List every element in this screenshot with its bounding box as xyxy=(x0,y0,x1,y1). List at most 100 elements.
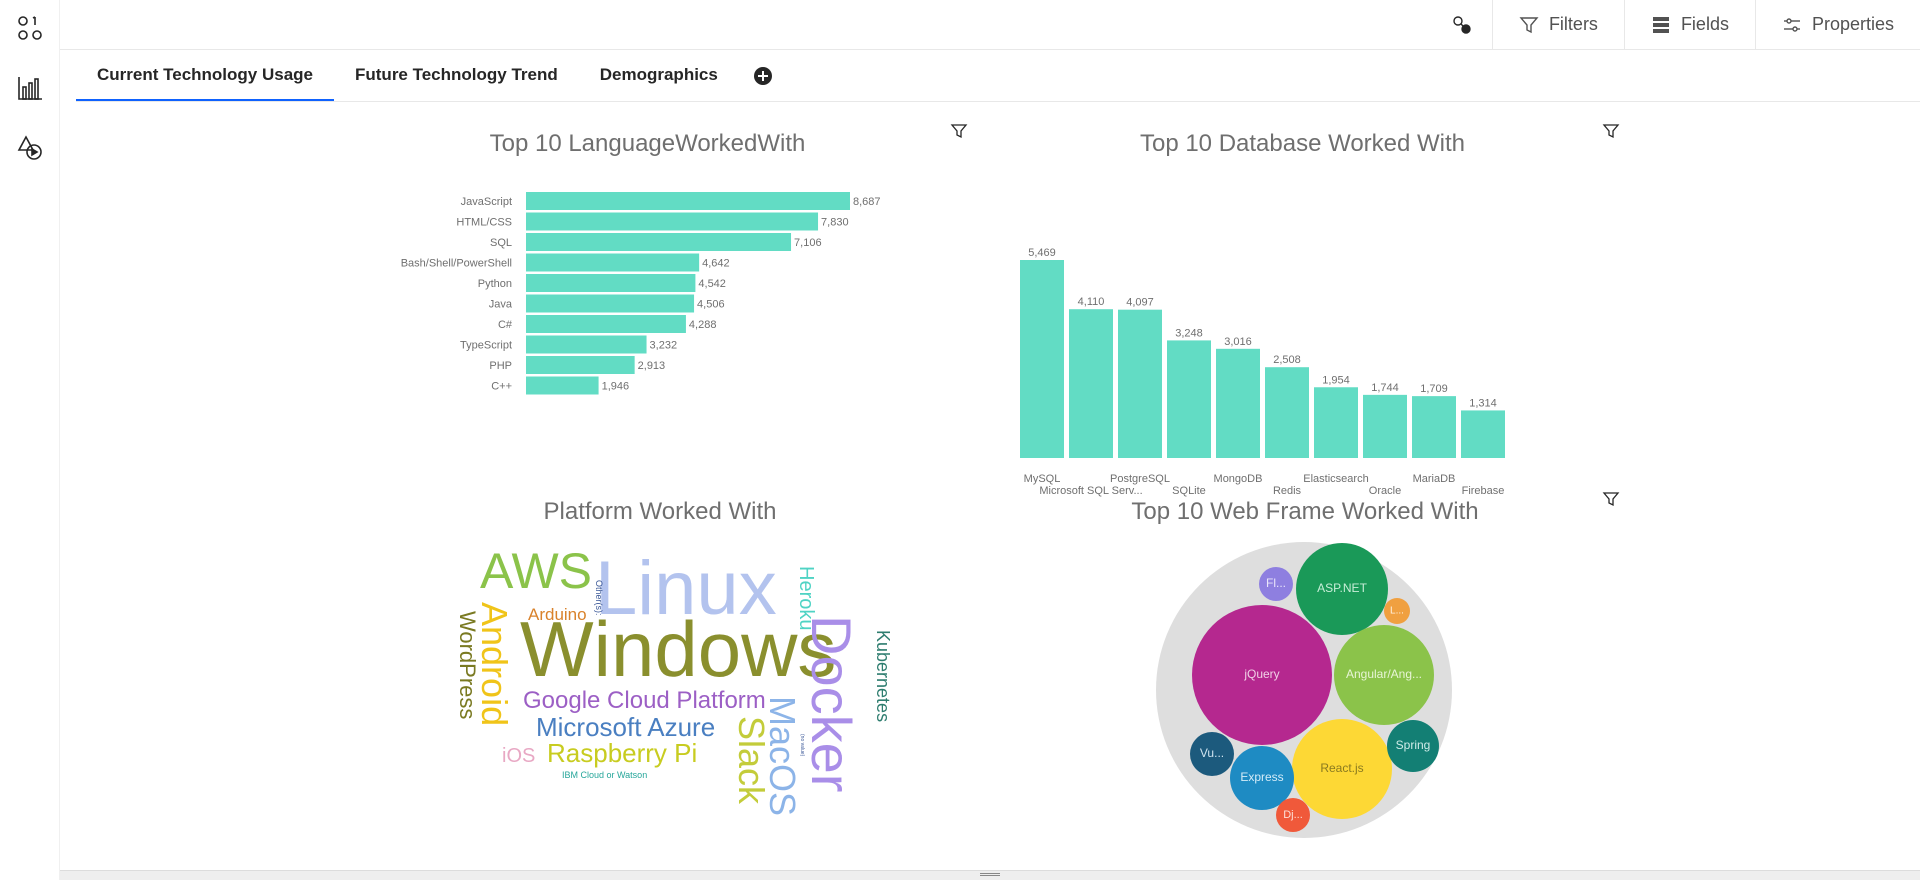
word-arduino: Arduino xyxy=(528,605,587,624)
widget-title: Top 10 Database Worked With xyxy=(1139,130,1466,157)
bar[interactable] xyxy=(1314,387,1358,458)
bar[interactable] xyxy=(1069,309,1113,458)
properties-button[interactable]: Properties xyxy=(1754,0,1920,49)
value-label: 7,106 xyxy=(794,237,822,249)
widget-platforms: Platform Worked With Windows Linux Docke… xyxy=(430,498,890,838)
category-label: Firebase xyxy=(1462,485,1505,497)
value-label: 4,506 xyxy=(697,299,725,311)
category-label: PostgreSQL xyxy=(1110,473,1170,485)
bar[interactable] xyxy=(526,212,819,231)
widget-webframes: Top 10 Web Frame Worked With jQuery ASP.… xyxy=(1010,492,1630,838)
filter-icon[interactable] xyxy=(1602,122,1620,140)
bubble-express[interactable] xyxy=(1230,746,1294,810)
widget-title: Platform Worked With xyxy=(543,498,777,525)
category-label: MySQL xyxy=(1024,473,1061,485)
category-label: TypeScript xyxy=(460,340,512,352)
shapes-play-icon[interactable] xyxy=(12,130,48,166)
plus-circle-icon xyxy=(753,67,772,85)
bubble-flask[interactable] xyxy=(1259,567,1293,601)
bar[interactable] xyxy=(526,335,647,354)
category-label: JavaScript xyxy=(461,196,512,208)
value-label: 4,097 xyxy=(1126,297,1154,309)
value-label: 4,642 xyxy=(702,258,730,270)
value-label: 8,687 xyxy=(853,196,881,208)
tab-future-technology-trend[interactable]: Future Technology Trend xyxy=(355,65,558,84)
filters-button[interactable]: Filters xyxy=(1491,0,1624,49)
value-label: 3,016 xyxy=(1224,336,1252,348)
bubble-django[interactable] xyxy=(1276,798,1310,832)
bar[interactable] xyxy=(526,253,700,272)
bar[interactable] xyxy=(526,315,686,333)
bar[interactable] xyxy=(1363,394,1407,458)
filter-icon[interactable] xyxy=(1602,490,1620,508)
bubble-react[interactable] xyxy=(1292,719,1392,819)
bubble-vue[interactable] xyxy=(1190,732,1234,776)
bar[interactable] xyxy=(526,233,792,251)
bubble-label: React.js xyxy=(1320,761,1363,775)
word-linux: Linux xyxy=(595,546,777,631)
word-ios: iOS xyxy=(502,745,535,767)
bubble-laravel[interactable] xyxy=(1384,598,1410,624)
bubble-jquery[interactable] xyxy=(1192,605,1332,745)
bubble-label: Angular/Ang... xyxy=(1346,667,1422,681)
platform-word-cloud: Windows Linux Docker AWS Android MacOS S… xyxy=(455,543,890,816)
category-label: PHP xyxy=(489,360,512,372)
value-label: 1,709 xyxy=(1420,383,1448,395)
value-label: 7,830 xyxy=(821,217,849,229)
bubble-asp-net[interactable] xyxy=(1296,543,1388,635)
bar[interactable] xyxy=(1461,410,1505,458)
bar[interactable] xyxy=(1118,309,1162,458)
bubble-angular[interactable] xyxy=(1334,625,1434,725)
bubble-label: Spring xyxy=(1396,738,1431,752)
filter-icon[interactable] xyxy=(950,122,968,140)
word-windows: Windows xyxy=(520,605,836,693)
webframe-bubble-chart: jQuery ASP.NET Angular/Ang... React.js E… xyxy=(1156,542,1452,838)
bar[interactable] xyxy=(526,192,850,210)
bar[interactable] xyxy=(1412,396,1456,458)
value-label: 2,508 xyxy=(1273,354,1301,366)
fields-icon xyxy=(1652,16,1669,33)
category-label: MongoDB xyxy=(1214,473,1263,485)
category-label: SQL xyxy=(490,237,512,249)
bar[interactable] xyxy=(1265,367,1309,458)
value-label: 4,288 xyxy=(689,319,717,331)
bubble-label: Dj... xyxy=(1283,809,1303,821)
bar[interactable] xyxy=(526,294,695,313)
panel-resize-handle[interactable] xyxy=(980,872,1000,878)
bar-chart-icon[interactable] xyxy=(12,70,48,106)
bar[interactable] xyxy=(526,274,696,292)
word-android: Android xyxy=(474,602,515,726)
add-tab-button[interactable] xyxy=(743,51,783,101)
fields-label: Fields xyxy=(1680,14,1729,34)
connection-button[interactable] xyxy=(1432,0,1492,49)
value-label: 1,946 xyxy=(602,381,630,393)
tab-current-technology-usage[interactable]: Current Technology Usage xyxy=(76,51,334,101)
value-label: 3,248 xyxy=(1175,327,1203,339)
category-label: Redis xyxy=(1273,485,1302,497)
bar[interactable] xyxy=(1167,340,1211,458)
word-kubernetes: Kubernetes xyxy=(873,630,890,722)
value-label: 4,542 xyxy=(698,278,726,290)
filter-icon xyxy=(1519,16,1539,33)
bubble-spring[interactable] xyxy=(1387,720,1439,772)
category-label: Microsoft SQL Serv... xyxy=(1039,485,1142,497)
bubble-label: ASP.NET xyxy=(1317,581,1367,595)
bar[interactable] xyxy=(1020,260,1064,458)
widget-languages: Top 10 LanguageWorkedWith JavaScript 8,68… xyxy=(350,124,970,460)
bar[interactable] xyxy=(1216,348,1260,458)
word-ibm-cloud-or-watson: IBM Cloud or Watson xyxy=(562,770,647,780)
tab-demographics[interactable]: Demographics xyxy=(599,65,718,84)
fields-button[interactable]: Fields xyxy=(1623,0,1755,49)
data-icon[interactable] xyxy=(12,10,48,46)
bar[interactable] xyxy=(526,376,599,395)
category-label: Python xyxy=(478,278,512,290)
category-label: Java xyxy=(489,299,513,311)
bar[interactable] xyxy=(526,356,635,374)
word-docker: Docker xyxy=(800,615,863,792)
tab-bar: Current Technology Usage Future Technolo… xyxy=(76,50,1920,102)
category-label: Oracle xyxy=(1369,485,1401,497)
bubble-label: Fl... xyxy=(1266,576,1286,590)
word-slack: Slack xyxy=(731,716,772,805)
value-label: 5,469 xyxy=(1028,247,1056,259)
value-label: 2,913 xyxy=(638,360,666,372)
